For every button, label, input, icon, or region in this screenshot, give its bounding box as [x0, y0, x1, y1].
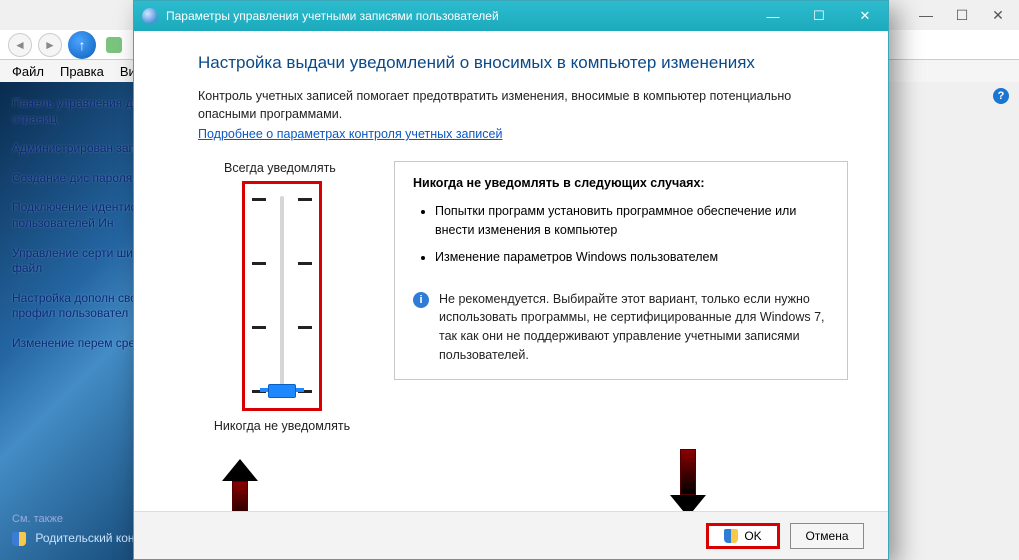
dialog-minimize-button[interactable]: —	[750, 1, 796, 31]
shield-icon	[724, 529, 738, 543]
shield-icon	[12, 532, 26, 546]
slider-highlight-box	[242, 181, 322, 411]
menu-file[interactable]: Файл	[12, 64, 44, 79]
dialog-heading: Настройка выдачи уведомлений о вносимых …	[198, 53, 848, 73]
user-icon	[106, 37, 122, 53]
level-description-box: Никогда не уведомлять в следующих случая…	[394, 161, 848, 379]
annotation-arrow-up	[222, 459, 258, 511]
desc-bullet: Изменение параметров Windows пользовател…	[435, 248, 829, 267]
bg-window-controls: — ☐ ✕	[919, 0, 1019, 30]
uac-slider[interactable]	[280, 196, 284, 396]
dialog-titlebar: Параметры управления учетными записями п…	[134, 1, 888, 31]
desc-bullet: Попытки программ установить программное …	[435, 202, 829, 240]
slider-thumb[interactable]	[268, 384, 296, 398]
dialog-title: Параметры управления учетными записями п…	[166, 9, 499, 23]
nav-forward-button[interactable]: ►	[38, 33, 62, 57]
slider-label-always: Всегда уведомлять	[224, 161, 336, 175]
learn-more-link[interactable]: Подробнее о параметрах контроля учетных …	[198, 127, 502, 141]
ok-button[interactable]: OK	[706, 523, 780, 549]
uac-settings-dialog: Параметры управления учетными записями п…	[133, 0, 889, 560]
bg-close-button[interactable]: ✕	[991, 8, 1005, 22]
dialog-icon	[142, 8, 158, 24]
annotation-arrow-down	[670, 449, 706, 511]
dialog-body: Настройка выдачи уведомлений о вносимых …	[134, 31, 888, 511]
slider-column: Всегда уведомлять Никогда не уведомлять	[198, 161, 366, 433]
dialog-subtext: Контроль учетных записей помогает предот…	[198, 87, 848, 123]
sidebar-parental-link[interactable]: Родительский конт	[12, 531, 140, 546]
desc-warning: Не рекомендуется. Выбирайте этот вариант…	[439, 290, 829, 365]
help-icon[interactable]: ?	[993, 88, 1009, 104]
bg-maximize-button[interactable]: ☐	[955, 8, 969, 22]
dialog-footer: OK Отмена	[134, 511, 888, 559]
dialog-maximize-button[interactable]: ☐	[796, 1, 842, 31]
nav-up-button[interactable]: ↑	[68, 31, 96, 59]
info-icon: i	[413, 292, 429, 308]
bg-minimize-button[interactable]: —	[919, 8, 933, 22]
menu-edit[interactable]: Правка	[60, 64, 104, 79]
dialog-close-button[interactable]: ✕	[842, 1, 888, 31]
nav-back-button[interactable]: ◄	[8, 33, 32, 57]
slider-label-never: Никогда не уведомлять	[214, 419, 350, 433]
desc-title: Никогда не уведомлять в следующих случая…	[413, 176, 829, 190]
cancel-button[interactable]: Отмена	[790, 523, 864, 549]
sidebar-see-also-label: См. также	[12, 513, 140, 525]
